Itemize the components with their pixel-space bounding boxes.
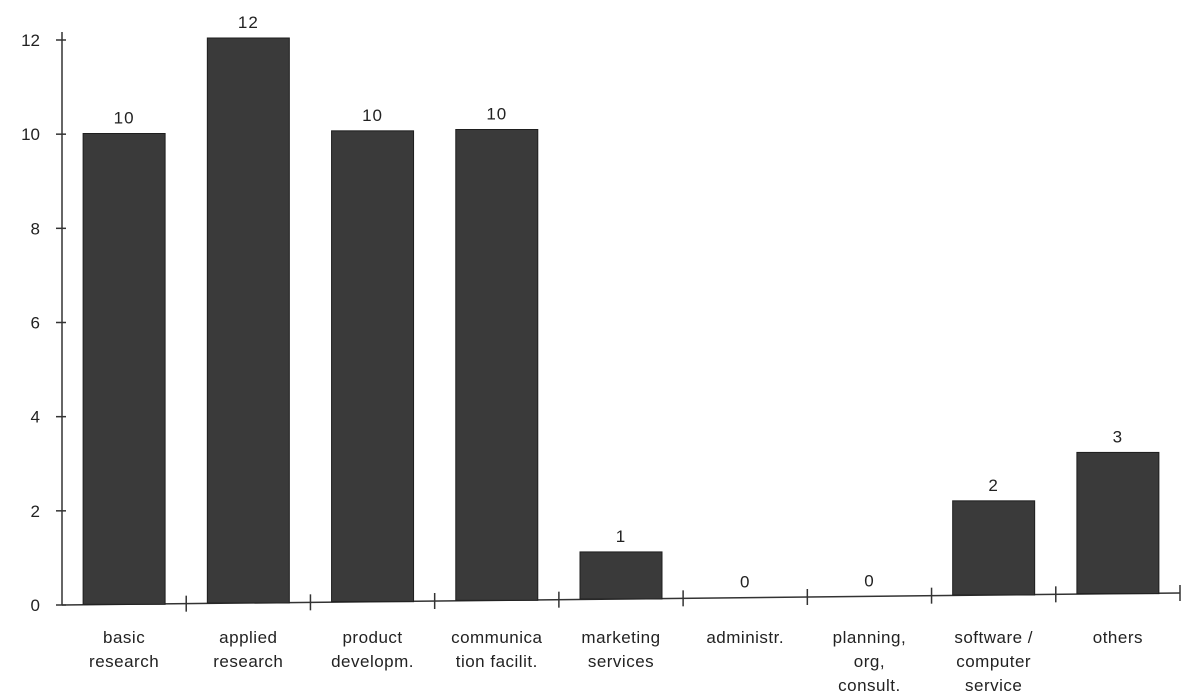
y-tick-label-6: 6 [31,314,40,333]
category-label-2: product developm. [331,628,414,671]
bars [82,37,1160,605]
category-label-6-line-1: org, [854,652,885,671]
bar-7 [952,500,1036,596]
y-tick-label-12: 12 [21,31,40,50]
category-label-7-line-0: software / [954,628,1033,647]
category-label-0: basic research [89,628,159,671]
category-label-8-line-0: others [1093,628,1143,647]
category-label-1-line-1: research [213,652,283,671]
category-label-1: applied research [213,628,283,671]
y-tick-label-4: 4 [31,408,40,427]
category-label-3-line-0: communica [451,628,542,647]
category-label-0-line-1: research [89,652,159,671]
data-label-1: 12 [238,13,259,32]
category-label-3-line-1: tion facilit. [456,652,538,671]
category-label-2-line-0: product [342,628,402,647]
data-label-3: 10 [486,105,507,124]
category-label-4: marketing services [581,628,660,671]
bar-0 [82,133,166,605]
bar-2 [331,130,415,603]
data-label-6: 0 [864,571,874,590]
category-label-3: communica tion facilit. [451,628,542,671]
category-label-7-line-2: service [965,676,1022,695]
category-label-0-line-0: basic [103,628,145,647]
y-tick-label-8: 8 [31,219,40,238]
category-label-8: others [1093,628,1143,647]
data-label-2: 10 [362,106,383,125]
category-label-6-line-0: planning, [833,628,907,647]
data-label-0: 10 [114,109,135,128]
bar-8 [1076,451,1160,595]
data-label-8: 3 [1113,427,1123,446]
bar-3 [455,129,539,601]
category-label-6-line-2: consult. [838,676,901,695]
category-label-2-line-1: developm. [331,652,414,671]
bar-1 [206,37,290,604]
category-label-7-line-1: computer [956,652,1031,671]
category-label-6: planning, org, consult. [833,628,907,695]
category-label-1-line-0: applied [219,628,277,647]
bar-4 [579,551,663,600]
y-tick-label-2: 2 [31,502,40,521]
data-label-4: 1 [616,527,626,546]
category-label-5: administr. [706,628,784,647]
category-label-4-line-0: marketing [581,628,660,647]
y-tick-label-10: 10 [21,125,40,144]
category-label-5-line-0: administr. [706,628,784,647]
category-label-4-line-1: services [588,652,654,671]
data-label-7: 2 [988,476,998,495]
data-label-5: 0 [740,573,750,592]
category-label-7: software / computer service [954,628,1033,695]
y-tick-label-0: 0 [31,596,40,615]
